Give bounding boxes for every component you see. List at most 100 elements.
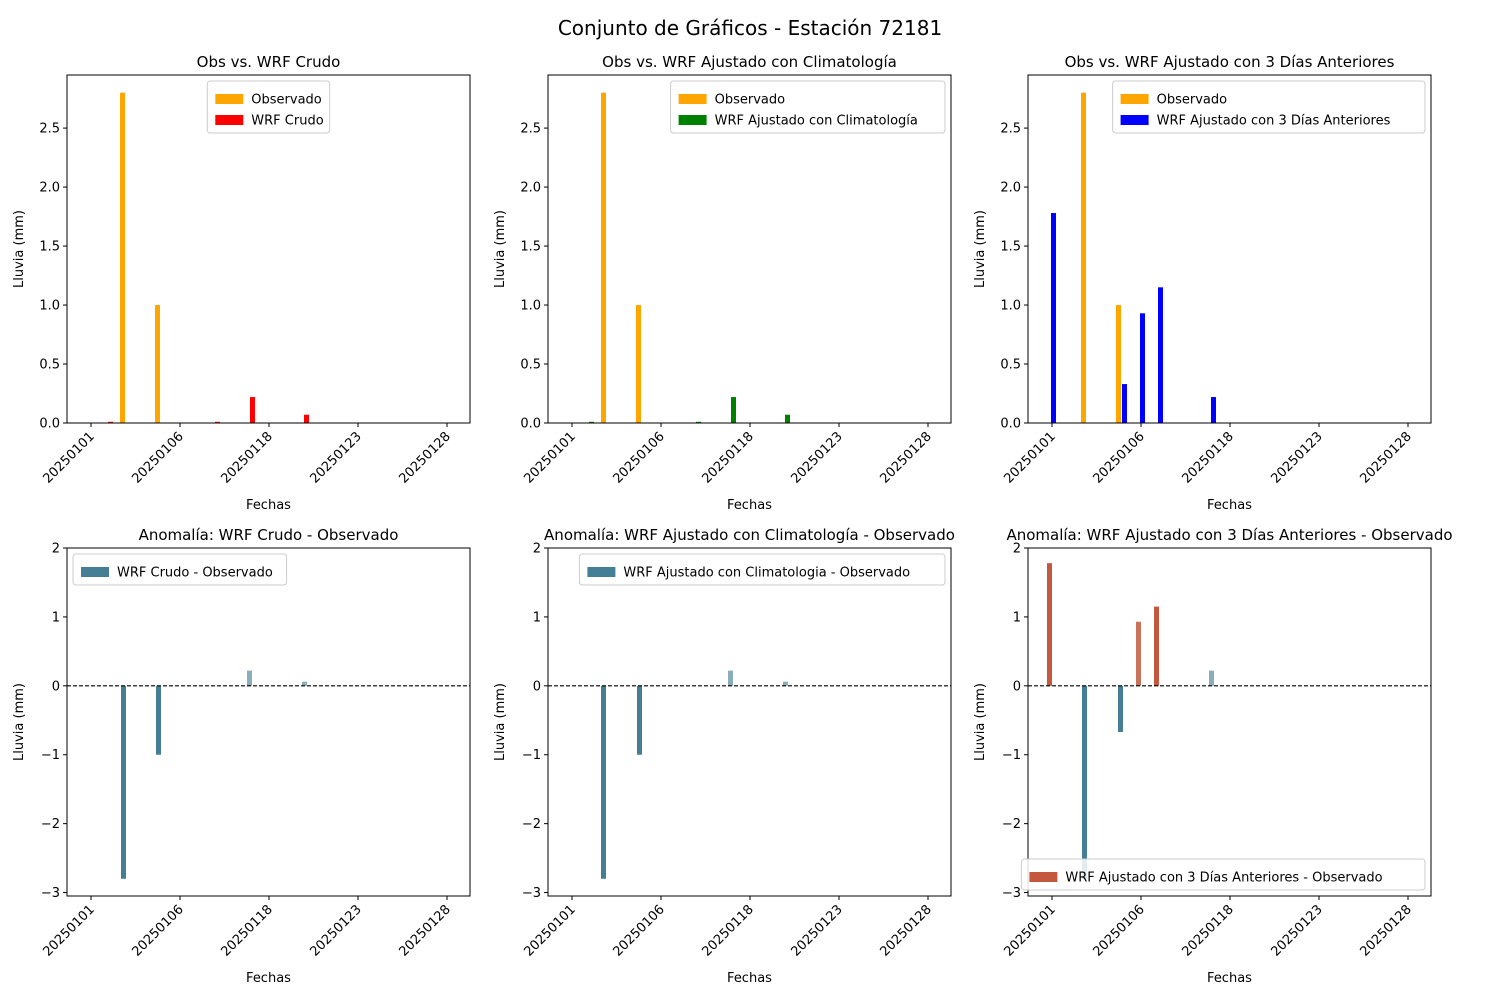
- y-tick-label: 2.5: [520, 122, 541, 137]
- legend-label: WRF Ajustado con Climatologia - Observad…: [623, 566, 910, 581]
- x-tick-label: 20250123: [307, 429, 364, 486]
- x-tick-label: 20250101: [1001, 429, 1058, 486]
- legend-label: Observado: [251, 93, 322, 108]
- subplot-title: Obs vs. WRF Ajustado con 3 Días Anterior…: [1065, 53, 1395, 71]
- subplot-3: Obs vs. WRF Ajustado con 3 Días Anterior…: [973, 53, 1432, 513]
- x-tick-label: 20250101: [40, 902, 97, 959]
- x-axis-label: Fechas: [1207, 498, 1252, 513]
- y-tick-label: −3: [1002, 886, 1021, 901]
- subplot-1: Obs vs. WRF Crudo 0.0 0.5 1.0 1.5 2.0 2.5 20250…: [12, 53, 471, 513]
- bar-wrf: [589, 421, 594, 423]
- x-tick-label: 20250123: [788, 902, 845, 959]
- x-tick-label: 20250101: [1001, 902, 1058, 959]
- bar-anomalia: [302, 681, 307, 686]
- x-tick-label: 20250106: [610, 902, 667, 959]
- y-axis-label: Lluvia (mm): [493, 683, 508, 761]
- axes-frame: [66, 547, 471, 897]
- y-tick-label: −1: [1002, 748, 1021, 763]
- bar-anomalia: [1118, 685, 1123, 732]
- y-tick-label: −1: [41, 748, 60, 763]
- y-axis-label: Lluvia (mm): [973, 683, 988, 761]
- y-tick-label: 2.0: [1000, 181, 1021, 196]
- y-tick-label: 0.0: [1000, 417, 1021, 432]
- legend-box: [1020, 858, 1426, 891]
- y-tick-label: 1.0: [520, 299, 541, 314]
- x-tick-label: 20250106: [129, 429, 186, 486]
- legend-swatch: [1120, 115, 1149, 125]
- y-tick-label: 1: [533, 610, 541, 625]
- legend-swatch: [81, 567, 109, 577]
- x-tick-label: 20250123: [788, 429, 845, 486]
- x-tick-label: 20250101: [521, 902, 578, 959]
- y-tick-label: 0.5: [39, 358, 60, 373]
- y-tick-label: 2.0: [520, 181, 541, 196]
- y-tick-label: 1.5: [520, 240, 541, 255]
- legend-box: [670, 80, 946, 134]
- x-tick-label: 20250128: [877, 902, 934, 959]
- bar-observado: [1081, 92, 1086, 423]
- bar-wrf: [215, 421, 220, 423]
- x-tick-label: 20250128: [1357, 429, 1414, 486]
- x-tick-label: 20250123: [1268, 429, 1325, 486]
- subplot-title: Obs vs. WRF Ajustado con Climatología: [602, 53, 897, 71]
- x-tick-label: 20250118: [699, 429, 756, 486]
- bar-anomalia: [637, 685, 642, 755]
- legend-swatch: [215, 115, 244, 125]
- figure-title: Conjunto de Gráficos - Estación 72181: [557, 16, 943, 40]
- legend-swatch: [1120, 94, 1149, 104]
- bar-observado: [1116, 305, 1121, 423]
- legend-swatch: [678, 115, 707, 125]
- axes-frame: [1027, 547, 1432, 897]
- x-tick-label: 20250118: [1179, 429, 1236, 486]
- x-axis-label: Fechas: [246, 971, 291, 986]
- bar-anomalia: [1082, 685, 1087, 879]
- y-tick-label: 1.0: [39, 299, 60, 314]
- x-axis-label: Fechas: [1207, 971, 1252, 986]
- x-axis-label: Fechas: [727, 498, 772, 513]
- legend-box: [578, 553, 946, 586]
- y-tick-label: 2.5: [1000, 122, 1021, 137]
- y-tick-label: 2.5: [39, 122, 60, 137]
- legend-swatch: [1029, 872, 1058, 882]
- legend: Observado WRF Crudo: [206, 80, 331, 134]
- legend-label: Observado: [1157, 93, 1228, 108]
- y-tick-label: −3: [522, 886, 541, 901]
- y-tick-label: 1: [1013, 610, 1021, 625]
- legend-label: WRF Crudo: [251, 114, 323, 129]
- y-tick-label: 0.0: [39, 417, 60, 432]
- bar-anomalia: [247, 670, 252, 686]
- bar-observado: [636, 305, 641, 423]
- bar-anomalia: [1209, 670, 1214, 686]
- bar-wrf: [1122, 384, 1127, 423]
- bar-wrf: [731, 397, 736, 423]
- y-axis-label: Lluvia (mm): [973, 210, 988, 288]
- bar-wrf: [696, 421, 701, 423]
- bar-anomalia: [156, 685, 161, 755]
- y-tick-label: −2: [41, 817, 60, 832]
- x-tick-label: 20250128: [396, 902, 453, 959]
- legend: WRF Crudo - Observado: [72, 553, 288, 586]
- legend-label: WRF Ajustado con 3 Días Anteriores: [1157, 114, 1391, 129]
- y-tick-label: 2: [533, 542, 541, 557]
- x-tick-label: 20250118: [218, 429, 275, 486]
- bar-observado: [155, 305, 160, 423]
- y-tick-label: −1: [522, 748, 541, 763]
- bar-wrf: [1140, 313, 1145, 423]
- x-tick-label: 20250101: [521, 429, 578, 486]
- legend-box: [72, 553, 288, 586]
- y-tick-label: 1.5: [1000, 240, 1021, 255]
- x-tick-label: 20250128: [1357, 902, 1414, 959]
- y-tick-label: 0: [533, 679, 541, 694]
- x-tick-label: 20250118: [1179, 902, 1236, 959]
- bar-wrf: [1211, 397, 1216, 423]
- x-tick-label: 20250123: [1268, 902, 1325, 959]
- bar-anomalia: [783, 681, 788, 686]
- legend: WRF Ajustado con 3 Días Anteriores - Obs…: [1020, 858, 1426, 891]
- y-tick-label: 1.5: [39, 240, 60, 255]
- x-tick-label: 20250128: [396, 429, 453, 486]
- y-tick-label: 2.0: [39, 181, 60, 196]
- y-axis-label: Lluvia (mm): [12, 683, 27, 761]
- legend-swatch: [587, 567, 616, 577]
- subplot-title: Obs vs. WRF Crudo: [197, 53, 341, 71]
